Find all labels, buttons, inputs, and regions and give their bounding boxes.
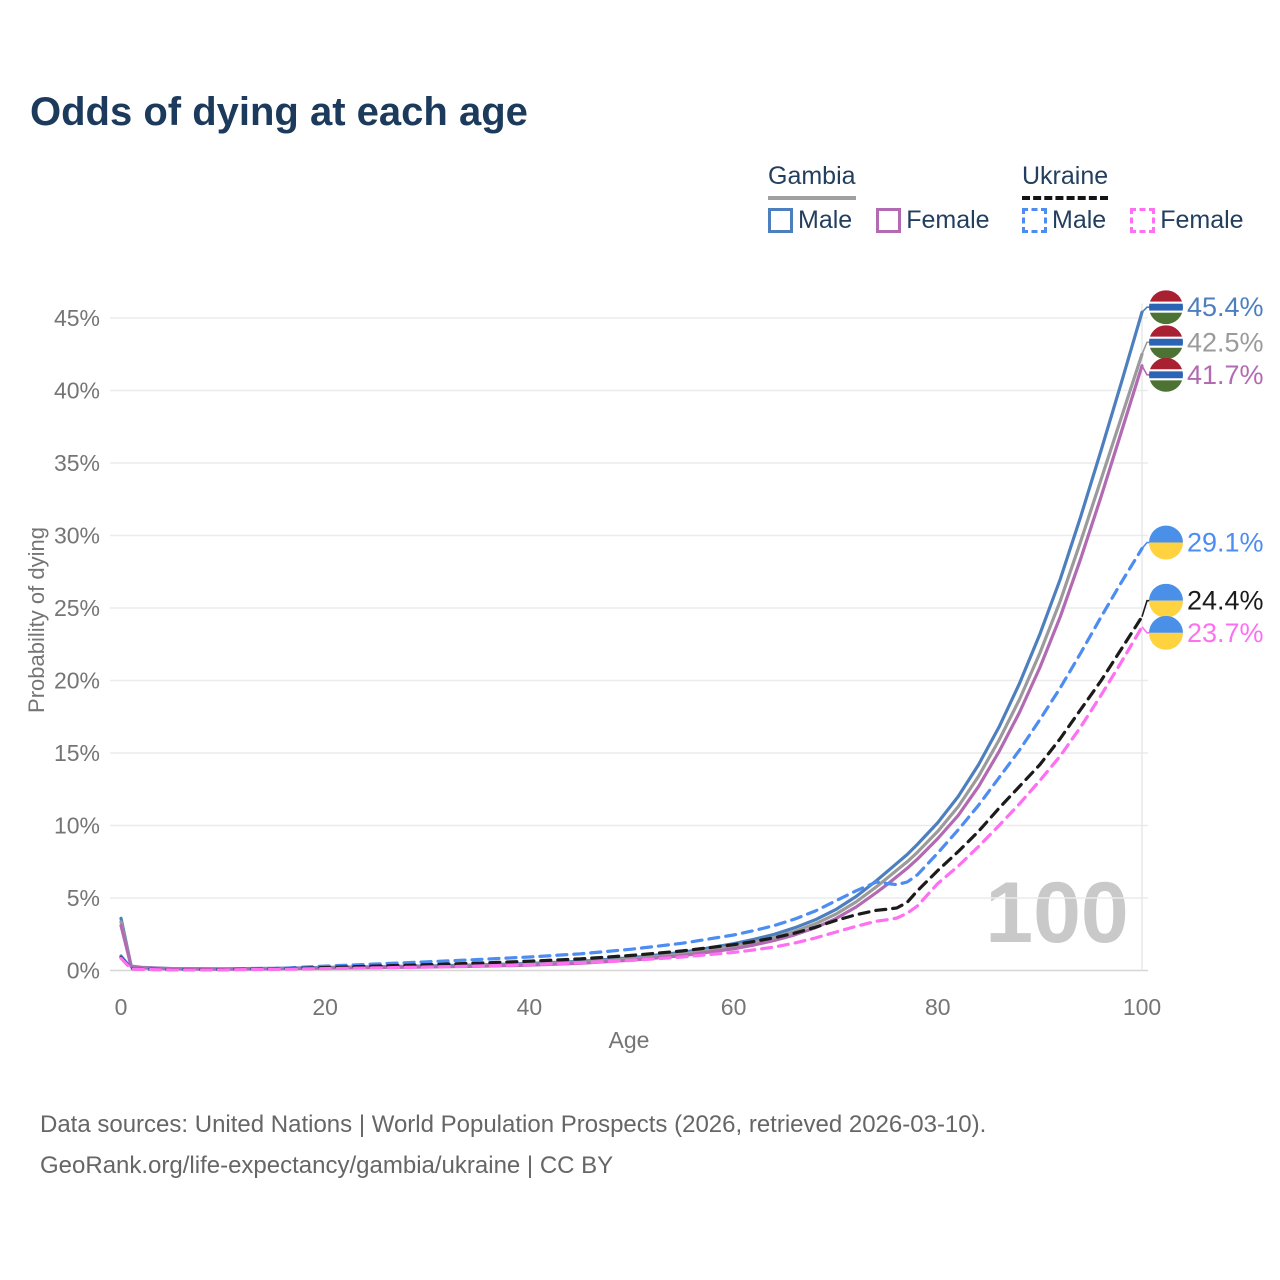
end-value-label: 29.1% <box>1187 528 1264 558</box>
y-tick-label: 15% <box>54 740 100 766</box>
gambia-flag-icon <box>1149 325 1183 360</box>
y-tick-label: 35% <box>54 450 100 476</box>
gambia-flag-icon <box>1149 357 1183 392</box>
end-value-label: 24.4% <box>1187 586 1264 616</box>
ukraine-flag-icon <box>1149 583 1183 618</box>
x-tick-label: 100 <box>1123 994 1161 1020</box>
x-tick-label: 60 <box>721 994 747 1020</box>
data-sources-line: Data sources: United Nations | World Pop… <box>40 1111 987 1138</box>
y-tick-label: 10% <box>54 813 100 839</box>
age-watermark: 100 <box>985 865 1129 961</box>
end-value-label: 23.7% <box>1187 618 1264 648</box>
y-tick-label: 20% <box>54 668 100 694</box>
license-line: GeoRank.org/life-expectancy/gambia/ukrai… <box>40 1152 614 1179</box>
x-tick-label: 40 <box>517 994 543 1020</box>
legend-title-ukraine: Ukraine <box>1022 162 1109 200</box>
end-label-connector <box>1141 341 1150 355</box>
end-label-connector <box>1141 306 1150 313</box>
y-tick-label: 40% <box>54 378 100 404</box>
y-tick-label: 45% <box>54 305 100 331</box>
y-tick-label: 0% <box>67 958 100 984</box>
legend-group-ukraine: Ukraine Male Female <box>1022 162 1244 235</box>
ukraine-female-swatch-icon <box>1130 208 1156 233</box>
x-tick-label: 20 <box>312 994 338 1020</box>
y-tick-label: 5% <box>67 885 100 911</box>
x-tick-label: 80 <box>925 994 951 1020</box>
y-tick-label: 30% <box>54 523 100 549</box>
ukraine-flag-icon <box>1149 525 1183 560</box>
end-value-label: 45.4% <box>1187 292 1264 322</box>
series-line-ukraine-female[interactable] <box>119 625 1144 972</box>
legend-group-gambia: Gambia Male Female <box>768 162 990 235</box>
legend-item-ukraine-female[interactable]: Female <box>1130 206 1244 235</box>
page-title: Odds of dying at each age <box>30 90 528 134</box>
legend-item-label: Female <box>1160 206 1244 234</box>
ukraine-male-swatch-icon <box>1022 208 1047 233</box>
end-label-connector <box>1141 365 1150 376</box>
y-axis-title: Probability of dying <box>24 527 49 713</box>
end-value-label: 42.5% <box>1187 327 1264 357</box>
x-tick-label: 0 <box>115 994 128 1020</box>
end-value-label: 41.7% <box>1187 360 1264 390</box>
gambia-female-swatch-icon <box>876 208 902 233</box>
attribution-footer: Data sources: United Nations | World Pop… <box>40 1104 986 1186</box>
x-axis-title: Age <box>609 1027 650 1053</box>
ukraine-flag-icon <box>1149 615 1183 650</box>
y-tick-label: 25% <box>54 595 100 621</box>
legend-item-label: Male <box>798 206 853 234</box>
legend-item-label: Male <box>1052 206 1107 234</box>
end-label-connector <box>1141 541 1150 550</box>
legend-item-gambia-male[interactable]: Male <box>768 206 852 235</box>
gambia-male-swatch-icon <box>768 208 793 233</box>
gambia-flag-icon <box>1149 290 1183 325</box>
legend-item-gambia-female[interactable]: Female <box>876 206 990 235</box>
legend-item-ukraine-male[interactable]: Male <box>1022 206 1106 235</box>
end-label-connector <box>1141 626 1150 634</box>
legend-item-label: Female <box>906 206 990 234</box>
legend-title-gambia: Gambia <box>768 162 856 200</box>
